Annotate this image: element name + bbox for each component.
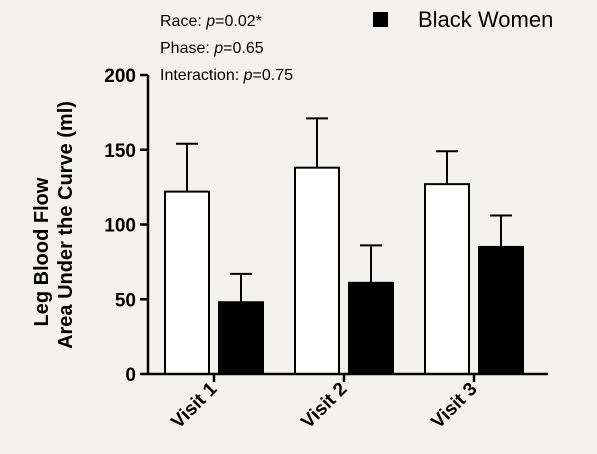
stat-phase-label: Phase: xyxy=(160,40,214,57)
bar-visit-3-black xyxy=(478,245,524,375)
stat-phase: Phase: p=0.65 xyxy=(160,40,264,57)
y-axis-title-line-2: Area Under the Curve (ml) xyxy=(55,101,77,349)
stat-interaction-p-symbol: p xyxy=(243,67,253,84)
x-label-visit-2: Visit 2 xyxy=(297,379,351,433)
x-label-visit-3: Visit 3 xyxy=(427,379,481,433)
stat-interaction-equals: = xyxy=(253,67,262,84)
bar-visit-3-white xyxy=(424,183,470,375)
y-tick-label-150: 150 xyxy=(104,141,136,162)
stat-race-label: Race: xyxy=(160,13,206,30)
bar-visit-2-black xyxy=(348,281,394,375)
stat-interaction-label: Interaction: xyxy=(160,67,244,84)
stat-race-value: 0.02* xyxy=(225,13,262,30)
bar-visit-1-white xyxy=(164,190,210,375)
stat-race-p-symbol: p xyxy=(205,13,215,30)
stat-phase-p-symbol: p xyxy=(213,40,223,57)
bar-visit-2-white xyxy=(294,166,340,375)
legend-swatch-black-women xyxy=(373,12,388,27)
stat-interaction: Interaction: p=0.75 xyxy=(160,67,293,84)
stat-race: Race: p=0.02* xyxy=(160,13,262,30)
y-tick-label-50: 50 xyxy=(115,290,136,311)
stat-phase-equals: = xyxy=(223,40,232,57)
y-tick-label-200: 200 xyxy=(104,66,136,87)
bars-group xyxy=(164,117,524,375)
y-tick-label-0: 0 xyxy=(125,365,136,386)
y-axis-title-line-1: Leg Blood Flow xyxy=(31,177,53,326)
legend-label-black-women: Black Women xyxy=(418,7,553,32)
x-label-visit-1: Visit 1 xyxy=(167,378,221,432)
stat-race-equals: = xyxy=(215,13,224,30)
bar-visit-1-black xyxy=(218,301,264,375)
y-tick-label-100: 100 xyxy=(104,216,136,237)
stat-interaction-value: 0.75 xyxy=(262,67,293,84)
stat-phase-value: 0.65 xyxy=(233,40,264,57)
